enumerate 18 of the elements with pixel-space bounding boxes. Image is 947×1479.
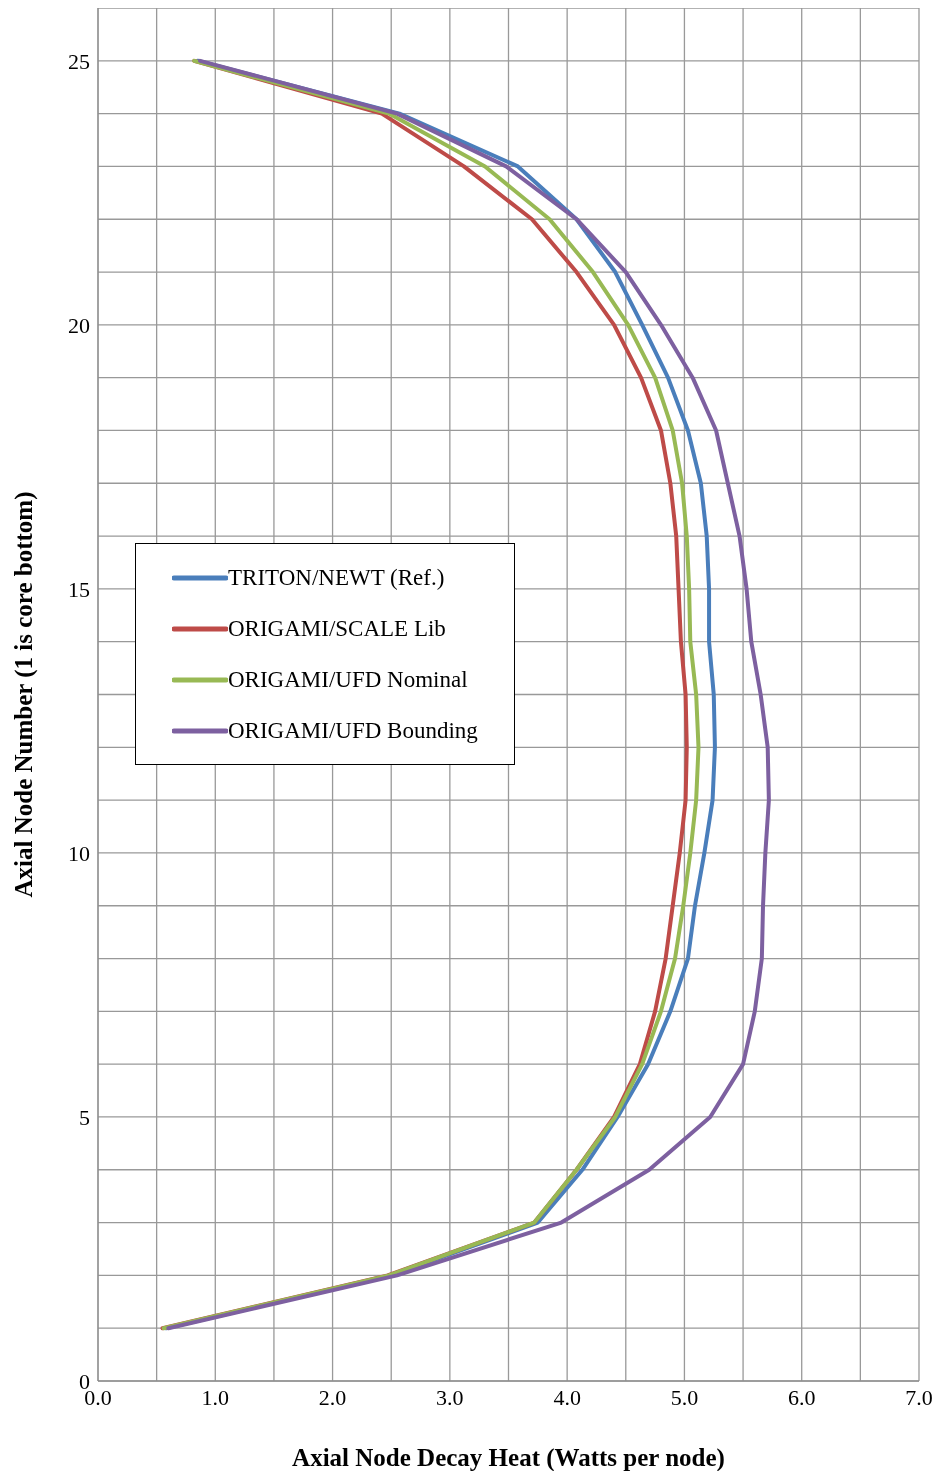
x-tick-label: 3.0	[436, 1384, 464, 1410]
x-tick-label: 5.0	[670, 1384, 699, 1410]
y-tick-label: 5	[79, 1104, 90, 1130]
y-tick-label: 10	[68, 840, 90, 866]
x-tick-label: 7.0	[905, 1384, 933, 1410]
x-tick-label: 2.0	[318, 1384, 347, 1410]
y-axis-title: Axial Node Number (1 is core bottom)	[9, 491, 38, 898]
x-tick-label: 1.0	[201, 1384, 230, 1410]
x-tick-label: 6.0	[787, 1384, 816, 1410]
legend-label: ORIGAMI/UFD Bounding	[228, 717, 478, 745]
x-tick-label: 4.0	[553, 1384, 581, 1410]
legend-label: TRITON/NEWT (Ref.)	[228, 564, 445, 592]
y-tick-label: 20	[68, 312, 90, 338]
y-tick-label: 15	[68, 576, 90, 602]
x-axis-title: Axial Node Decay Heat (Watts per node)	[292, 1444, 725, 1472]
legend-label: ORIGAMI/SCALE Lib	[228, 615, 446, 643]
y-tick-label: 25	[68, 48, 90, 74]
legend-label: ORIGAMI/UFD Nominal	[228, 666, 468, 694]
